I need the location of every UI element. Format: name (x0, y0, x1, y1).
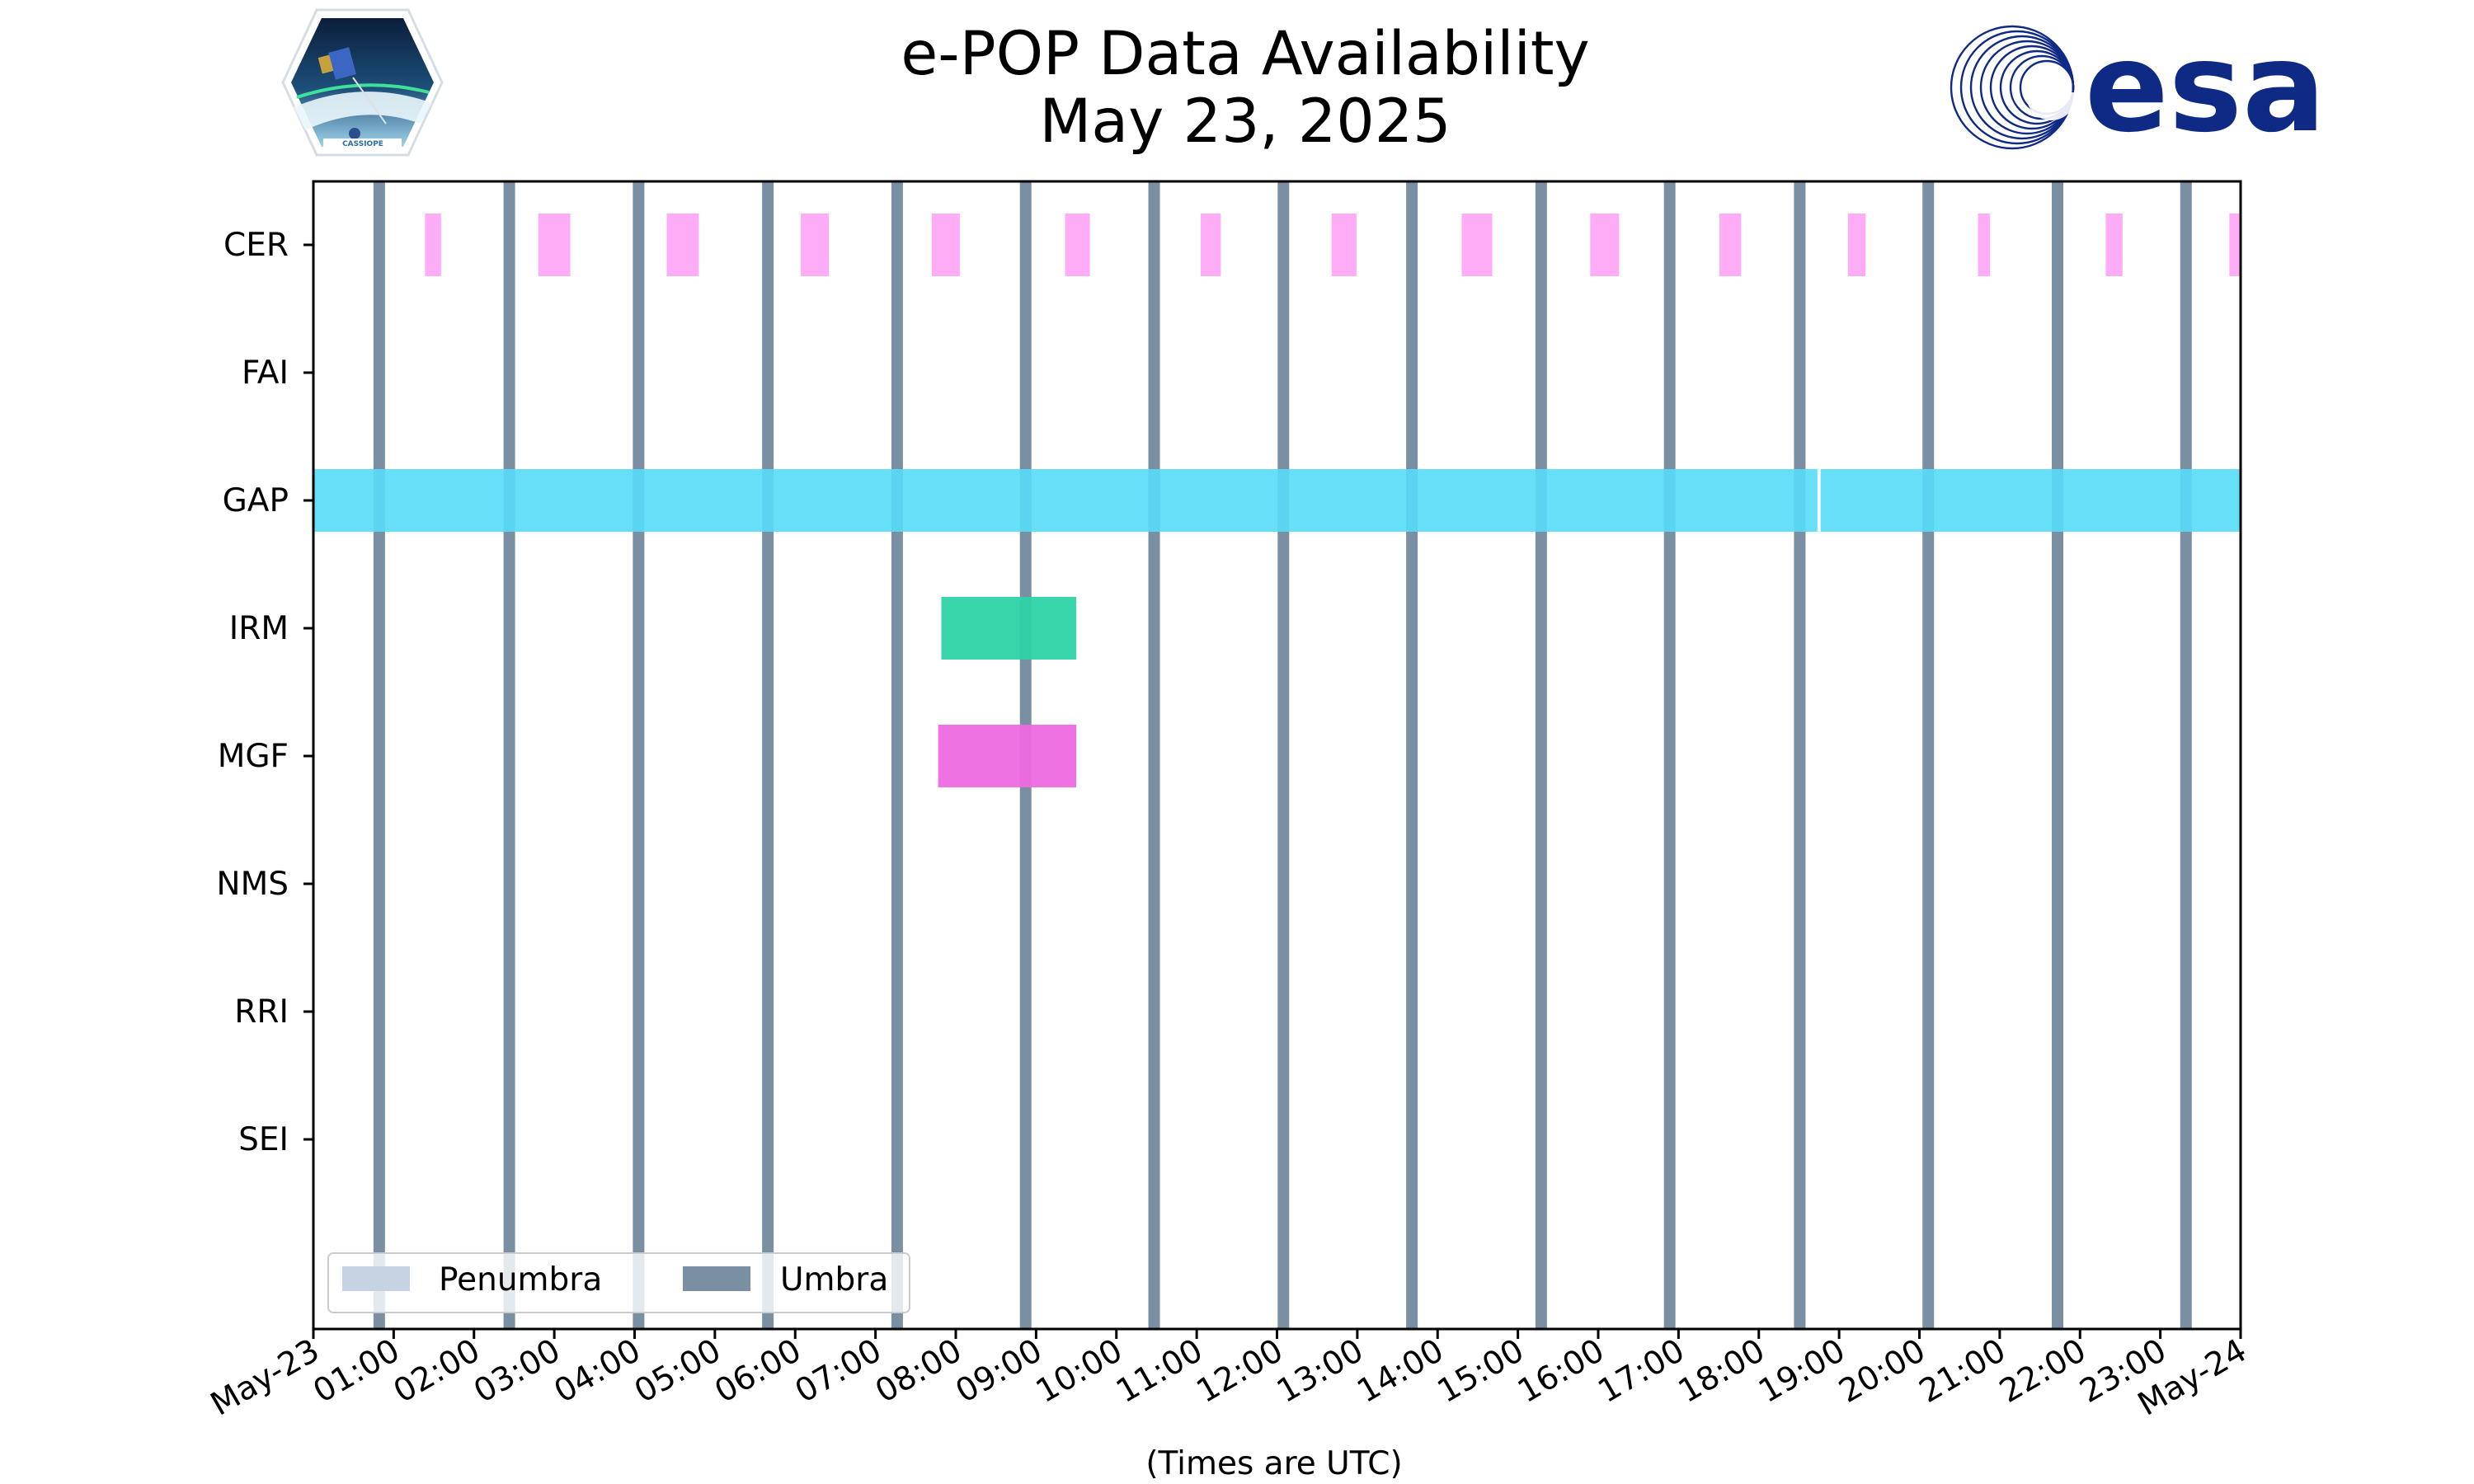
x-tick-label: 01:00 (308, 1332, 407, 1411)
availability-bar-cer (666, 214, 699, 276)
esa-logo-text: esa (2085, 16, 2326, 160)
y-tick-label: GAP (223, 482, 289, 519)
x-tick-label: 08:00 (869, 1332, 968, 1411)
plot-frame (312, 180, 2242, 1331)
x-tick-label: 22:00 (1993, 1332, 2092, 1411)
availability-bar-cer (1719, 214, 1742, 276)
chart-title: e-POP Data Availability (901, 19, 1589, 89)
availability-bar-cer (1847, 214, 1866, 276)
legend-label-umbra: Umbra (780, 1261, 888, 1298)
x-axis-label: (Times are UTC) (1145, 1445, 1402, 1482)
cassiope-logo-text: CASSIOPE (342, 140, 383, 148)
umbra-band (1148, 181, 1160, 1329)
umbra-band (1406, 181, 1418, 1329)
availability-bar-cer (425, 214, 441, 276)
x-tick-label: 19:00 (1752, 1332, 1851, 1411)
legend-swatch-penumbra (342, 1266, 410, 1291)
availability-bar-cer (1978, 214, 1991, 276)
y-tick-label: MGF (218, 738, 289, 775)
y-tick-label: IRM (229, 610, 289, 647)
legend-box (327, 1252, 910, 1313)
x-tick-label: 21:00 (1913, 1332, 2012, 1411)
umbra-bands (373, 181, 2192, 1329)
umbra-band (891, 181, 903, 1329)
x-tick-label: 07:00 (789, 1332, 888, 1411)
availability-bar-cer (1461, 214, 1493, 276)
x-tick-label: 09:00 (950, 1332, 1049, 1411)
availability-bar-mgf (938, 725, 1077, 787)
esa-logo: esa (1950, 16, 2326, 160)
umbra-band (762, 181, 774, 1329)
umbra-band (1794, 181, 1806, 1329)
availability-bar-cer (801, 214, 830, 276)
umbra-band (2051, 181, 2063, 1329)
availability-bar-cer (1065, 214, 1090, 276)
y-tick-label: CER (223, 227, 289, 264)
availability-bar-irm (941, 597, 1077, 660)
x-tick-label: 14:00 (1351, 1332, 1450, 1411)
availability-bar-cer (2229, 214, 2241, 276)
availability-bar-cer (1590, 214, 1620, 276)
availability-bar-cer (2105, 214, 2123, 276)
x-tick-label: 13:00 (1271, 1332, 1370, 1411)
x-tick-label: 12:00 (1191, 1332, 1290, 1411)
x-tick-label: 06:00 (708, 1332, 807, 1411)
y-tick-label: SEI (238, 1121, 289, 1158)
y-tick-label: NMS (216, 866, 289, 903)
umbra-band (1922, 181, 1935, 1329)
umbra-band (2180, 181, 2192, 1329)
umbra-band (1663, 181, 1676, 1329)
y-tick-label: RRI (234, 993, 289, 1031)
umbra-band (1277, 181, 1290, 1329)
umbra-band (1535, 181, 1547, 1329)
y-tick-label: FAI (242, 355, 289, 392)
cassiope-logo: CASSIOPE (281, 8, 444, 157)
availability-bar-cer (931, 214, 960, 276)
availability-bars (313, 214, 2241, 787)
chart-subtitle: May 23, 2025 (1039, 87, 1451, 157)
x-tick-label: 20:00 (1833, 1332, 1932, 1411)
availability-bar-gap (1820, 469, 2241, 532)
umbra-band (373, 181, 385, 1329)
x-tick-label: 17:00 (1592, 1332, 1691, 1411)
x-tick-label: 15:00 (1432, 1332, 1531, 1411)
availability-bar-cer (1200, 214, 1221, 276)
x-tick-label: 16:00 (1512, 1332, 1611, 1411)
x-tick-label: 18:00 (1672, 1332, 1771, 1411)
x-tick-label: 11:00 (1110, 1332, 1209, 1411)
availability-bar-cer (538, 214, 571, 276)
x-tick-label: 10:00 (1030, 1332, 1129, 1411)
x-axis: May-2301:0002:0003:0004:0005:0006:0007:0… (205, 1329, 2253, 1423)
legend-swatch-umbra (683, 1266, 750, 1291)
availability-bar-cer (1331, 214, 1357, 276)
umbra-band (633, 181, 645, 1329)
x-tick-label: 02:00 (388, 1332, 487, 1411)
y-axis: CER FAI GAP IRM MGF NMS RRI SEI (216, 227, 313, 1158)
availability-bar-gap (313, 469, 1818, 532)
x-tick-label: 04:00 (548, 1332, 647, 1411)
x-tick-label: 03:00 (468, 1332, 567, 1411)
umbra-band (503, 181, 515, 1329)
legend-label-penumbra: Penumbra (439, 1261, 602, 1298)
legend: Penumbra Umbra (327, 1252, 910, 1313)
x-tick-label: 05:00 (628, 1332, 727, 1411)
